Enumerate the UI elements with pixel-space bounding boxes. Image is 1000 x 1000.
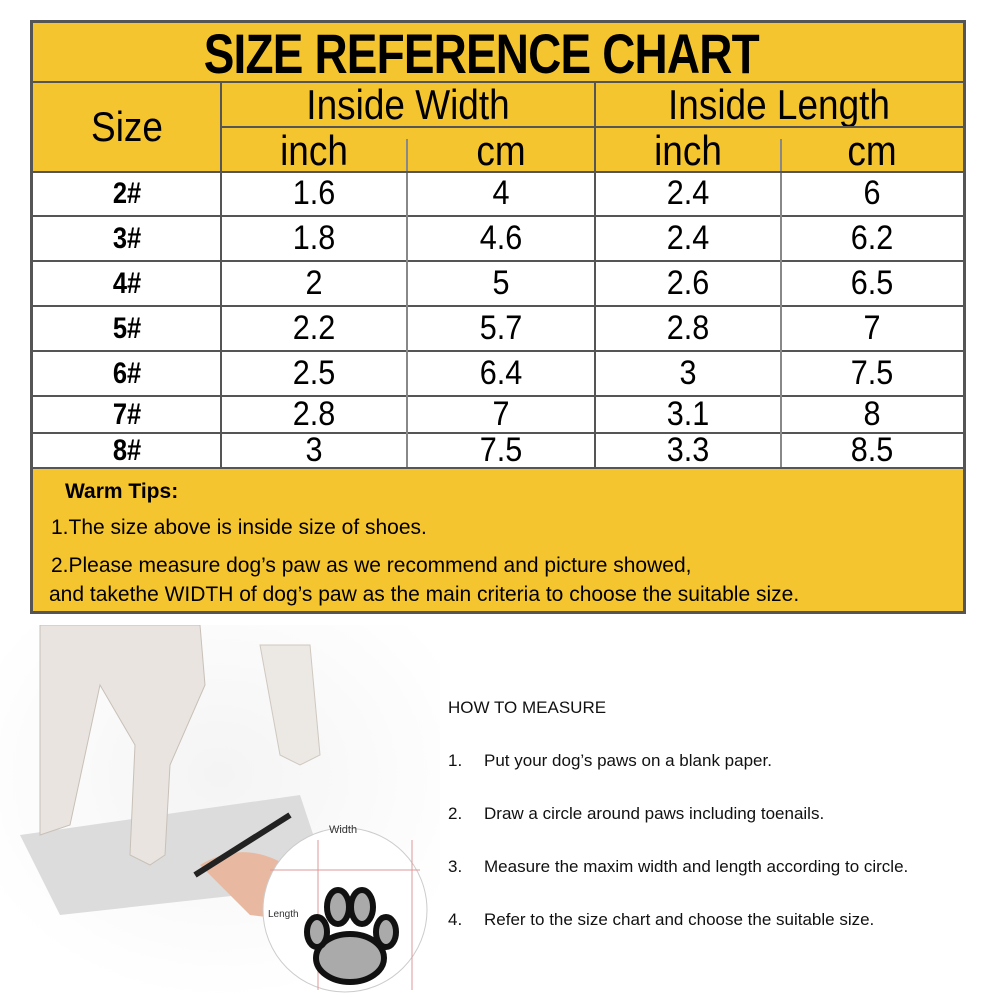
cell-l-cm: 6 [863,174,881,212]
divider [220,83,222,468]
cell-size: 5# [112,311,142,345]
divider [33,432,963,434]
step-text: Draw a circle around paws including toen… [484,804,825,823]
width-label: Width [329,824,357,836]
tip-1: 1.The size above is inside size of shoes… [51,516,427,539]
divider [406,139,408,468]
divider [33,395,963,397]
cell-l-cm: 8.5 [850,431,894,469]
cell-l-in: 3 [679,354,697,392]
cell-size: 8# [112,433,142,467]
cell-w-in: 1.8 [292,219,336,257]
cell-size: 4# [112,266,142,300]
cell-size: 6# [112,356,142,390]
header-length-inch: inch [654,127,722,174]
cell-l-cm: 6.5 [850,264,894,302]
divider [221,126,963,128]
cell-l-in: 2.4 [666,174,710,212]
cell-w-in: 2.5 [292,354,336,392]
cell-l-in: 3.3 [666,431,710,469]
size-chart-table: SIZE REFERENCE CHART Size Inside Width I… [30,20,966,614]
header-width-inch: inch [280,127,348,174]
step-text: Refer to the size chart and choose the s… [484,910,875,929]
cell-l-in: 3.1 [666,395,710,433]
cell-w-in: 2.8 [292,395,336,433]
header-inside-length: Inside Length [668,81,890,128]
tip-3: and takethe WIDTH of dog’s paw as the ma… [49,583,800,606]
cell-w-cm: 4.6 [479,219,523,257]
cell-w-cm: 5 [492,264,510,302]
cell-l-cm: 7 [863,309,881,347]
cell-w-cm: 6.4 [479,354,523,392]
step-number: 3. [448,857,463,876]
divider [780,139,782,468]
tip-2: 2.Please measure dog’s paw as we recomme… [51,554,692,577]
divider [33,350,963,352]
cell-size: 3# [112,221,142,255]
chart-title: SIZE REFERENCE CHART [203,21,760,85]
cell-l-cm: 8 [863,395,881,433]
cell-l-in: 2.6 [666,264,710,302]
step-number: 4. [448,910,463,929]
warm-tips: Warm Tips: 1.The size above is inside si… [33,468,963,611]
dog-leg-back [259,644,321,766]
cell-size: 7# [112,397,142,431]
step-text: Put your dog’s paws on a blank paper. [484,751,772,770]
cell-size: 2# [112,176,142,210]
dog-legs [39,625,206,866]
cell-w-in: 3 [305,431,323,469]
paw-icon [304,887,399,985]
divider [33,81,963,83]
divider [33,171,963,173]
how-to-heading: HOW TO MEASURE [448,698,607,717]
divider [33,467,963,469]
step-text: Measure the maxim width and length accor… [484,857,909,876]
data-area [33,171,963,468]
cell-w-cm: 7.5 [479,431,523,469]
header-size: Size [91,103,163,150]
cell-w-cm: 5.7 [479,309,523,347]
header-width-cm: cm [476,127,526,174]
length-label: Length [268,909,299,920]
cell-l-in: 2.4 [666,219,710,257]
header-length-cm: cm [847,127,897,174]
cell-l-cm: 7.5 [850,354,894,392]
step-number: 1. [448,751,463,770]
divider [33,215,963,217]
tips-heading: Warm Tips: [65,480,179,503]
divider [594,83,596,468]
cell-w-in: 2 [305,264,323,302]
step-number: 2. [448,804,463,823]
cell-w-cm: 7 [492,395,510,433]
cell-w-cm: 4 [492,174,510,212]
cell-w-in: 1.6 [292,174,336,212]
cell-l-in: 2.8 [666,309,710,347]
pencil [193,812,292,878]
cell-w-in: 2.2 [292,309,336,347]
divider [33,305,963,307]
cell-l-cm: 6.2 [850,219,894,257]
dog-measuring-illustration: Width Length [0,625,440,1000]
divider [33,260,963,262]
header-inside-width: Inside Width [306,81,510,128]
